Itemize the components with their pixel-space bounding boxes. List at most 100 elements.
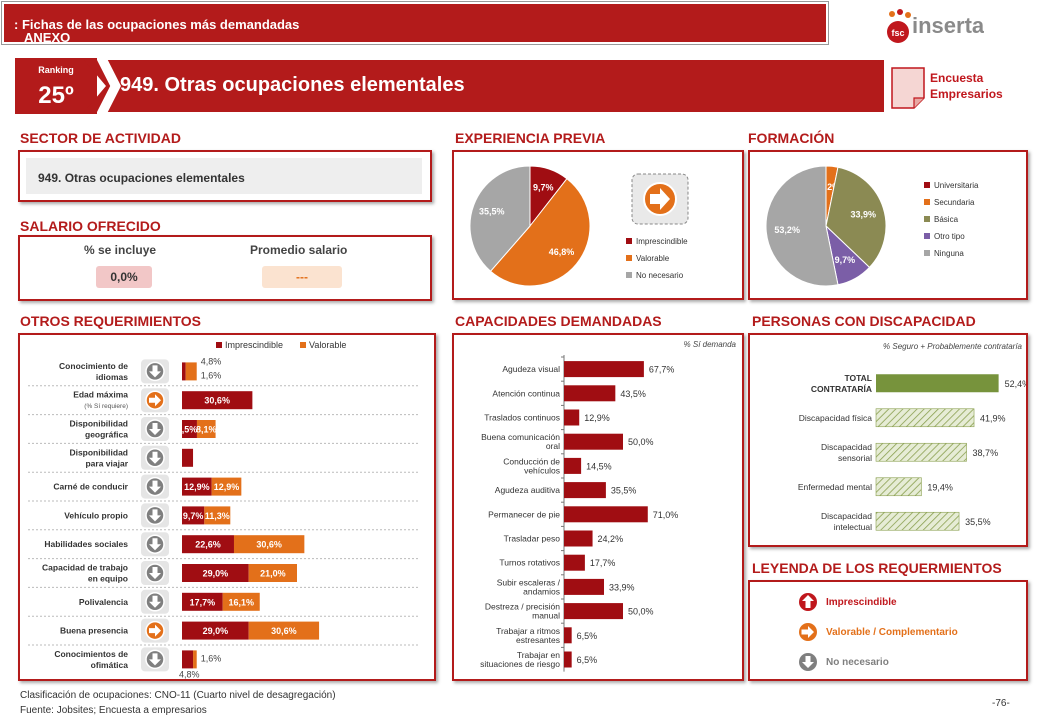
bar-label: 41,9% <box>980 413 1006 423</box>
salary-included-value: 0,0% <box>96 266 152 288</box>
rank-value: 25º <box>38 82 74 109</box>
bar-label: 67,7% <box>649 365 675 375</box>
experience-title: EXPERIENCIA PREVIA <box>455 130 606 146</box>
capacity-bar <box>564 385 616 402</box>
bar-imprescindible <box>182 592 223 611</box>
icon-arrow <box>149 595 161 608</box>
other-req-title: OTROS REQUERIMIENTOS <box>20 313 201 329</box>
bar-label: 8,1% <box>196 425 217 435</box>
row-label: Buena presencia <box>60 626 128 636</box>
bar-label: 30,6% <box>204 396 230 406</box>
category-label: CONTRATARÍA <box>811 384 872 394</box>
bar-label: 33,9% <box>609 582 635 592</box>
bar-label: 30,6% <box>271 626 297 636</box>
legend-label: Valorable <box>309 340 346 350</box>
bar-label: 19,4% <box>927 482 953 492</box>
bar-valorable <box>196 420 216 438</box>
category-label: Conducción de <box>503 456 560 466</box>
icon-arrow <box>149 653 161 666</box>
bar-valorable <box>233 535 305 554</box>
disability-bar <box>875 442 967 462</box>
experience-pie-chart: 9,7% 46,8% 35,5% Imprescindible Valorable No … <box>469 165 689 287</box>
bar-valorable <box>204 506 231 525</box>
legend-swatch <box>924 250 930 256</box>
arrow-down-icon <box>141 503 169 528</box>
bar-imprescindible <box>182 621 249 640</box>
header-prefix: ANEXO <box>24 30 71 45</box>
pie-slice <box>825 166 887 269</box>
row-label: para viajar <box>85 458 128 468</box>
row-label: Conocimiento de <box>59 361 128 371</box>
capacity-bar <box>564 627 572 644</box>
row-label: Habilidades sociales <box>44 539 128 549</box>
category-label: manual <box>532 611 560 621</box>
category-label: Agudeza auditiva <box>495 485 560 495</box>
category-label: Destreza / precisión <box>485 602 560 612</box>
bar-valorable <box>248 621 320 640</box>
icon-arrow <box>149 509 161 522</box>
bar-label: 52,4% <box>1005 379 1026 389</box>
header-bar: ANEXO: Fichas de las ocupaciones más dem… <box>1 1 829 45</box>
other-req-chart: Imprescindible Valorable Conocimiento deid… <box>28 340 420 679</box>
legend-label: Valorable / Complementario <box>826 626 958 638</box>
pie-slice <box>489 177 591 287</box>
bar-valorable <box>185 362 197 381</box>
category-label: Trabajar a ritmos <box>496 626 560 636</box>
row-label: Conocimientos de <box>54 649 128 659</box>
icon-arrow <box>149 567 161 579</box>
slice-label: 33,9% <box>850 209 876 219</box>
rank-label: Ranking <box>38 65 74 75</box>
legend-row: Imprescindible <box>798 592 958 612</box>
legend-label: Secundaria <box>934 198 975 207</box>
arrow-down-icon <box>141 417 169 441</box>
logo-text: inserta <box>912 13 984 38</box>
slice-label: 9,7% <box>533 182 554 192</box>
category-label: Subir escaleras / <box>497 577 561 587</box>
category-label: Discapacidad <box>821 511 872 521</box>
category-label: Traslados continuos <box>484 413 560 423</box>
icon-arrow <box>149 480 161 493</box>
legend-label: Imprescindible <box>826 596 897 608</box>
icon-arrow <box>149 451 161 464</box>
category-label: vehículos <box>524 465 560 475</box>
category-label: Turnos rotativos <box>499 558 560 568</box>
capacities-title: CAPACIDADES DEMANDADAS <box>455 313 662 329</box>
bar-imprescindible <box>182 535 234 554</box>
bar-label: ,5% <box>182 425 198 435</box>
bar-label: 71,0% <box>653 510 679 520</box>
category-label: Atención continua <box>492 388 560 398</box>
capacity-bar <box>564 361 644 378</box>
bar-label: 50,0% <box>628 607 654 617</box>
bar-imprescindible <box>182 448 194 467</box>
bar-imprescindible <box>182 420 197 438</box>
legend-label: No necesario <box>636 271 684 280</box>
bar-label: 9,7% <box>183 511 204 521</box>
capacity-bar <box>564 603 623 620</box>
capacities-chart: % Sí demanda Agudeza visual 67,7% Atención … <box>480 340 737 672</box>
icon-arrow <box>802 595 814 608</box>
legend-swatch <box>216 342 222 348</box>
slice-label: 9,7% <box>835 255 856 265</box>
row-label: Disponibilidad <box>69 447 128 457</box>
capacity-bar <box>564 506 648 523</box>
category-label: Trasladar peso <box>504 534 561 544</box>
bar-label: 30,6% <box>256 540 282 550</box>
bar-valorable <box>248 564 297 582</box>
footer-source: Fuente: Jobsites; Encuesta a empresarios <box>20 705 207 716</box>
rank-box: Ranking 25º <box>15 58 97 114</box>
icon-arrow <box>149 538 161 551</box>
category-label: Discapacidad <box>821 442 872 452</box>
icon-arrow <box>149 624 161 637</box>
row-label: Polivalencia <box>79 597 128 607</box>
bar-imprescindible <box>182 477 212 496</box>
bar-label: 1,6% <box>201 653 222 663</box>
category-label: Enfermedad mental <box>798 482 872 492</box>
inserta-logo: fsc inserta <box>884 6 985 46</box>
legend-label: Universitaria <box>934 181 979 190</box>
training-panel: 3,2% 33,9% 9,7% 53,2% Universitaria Secundari… <box>748 150 1028 300</box>
legend-swatch <box>300 342 306 348</box>
sector-title: SECTOR DE ACTIVIDAD <box>20 130 182 146</box>
row-sublabel: (% Sí requiere) <box>84 403 128 410</box>
legend-swatch <box>924 182 930 188</box>
capacity-bar <box>564 530 593 547</box>
